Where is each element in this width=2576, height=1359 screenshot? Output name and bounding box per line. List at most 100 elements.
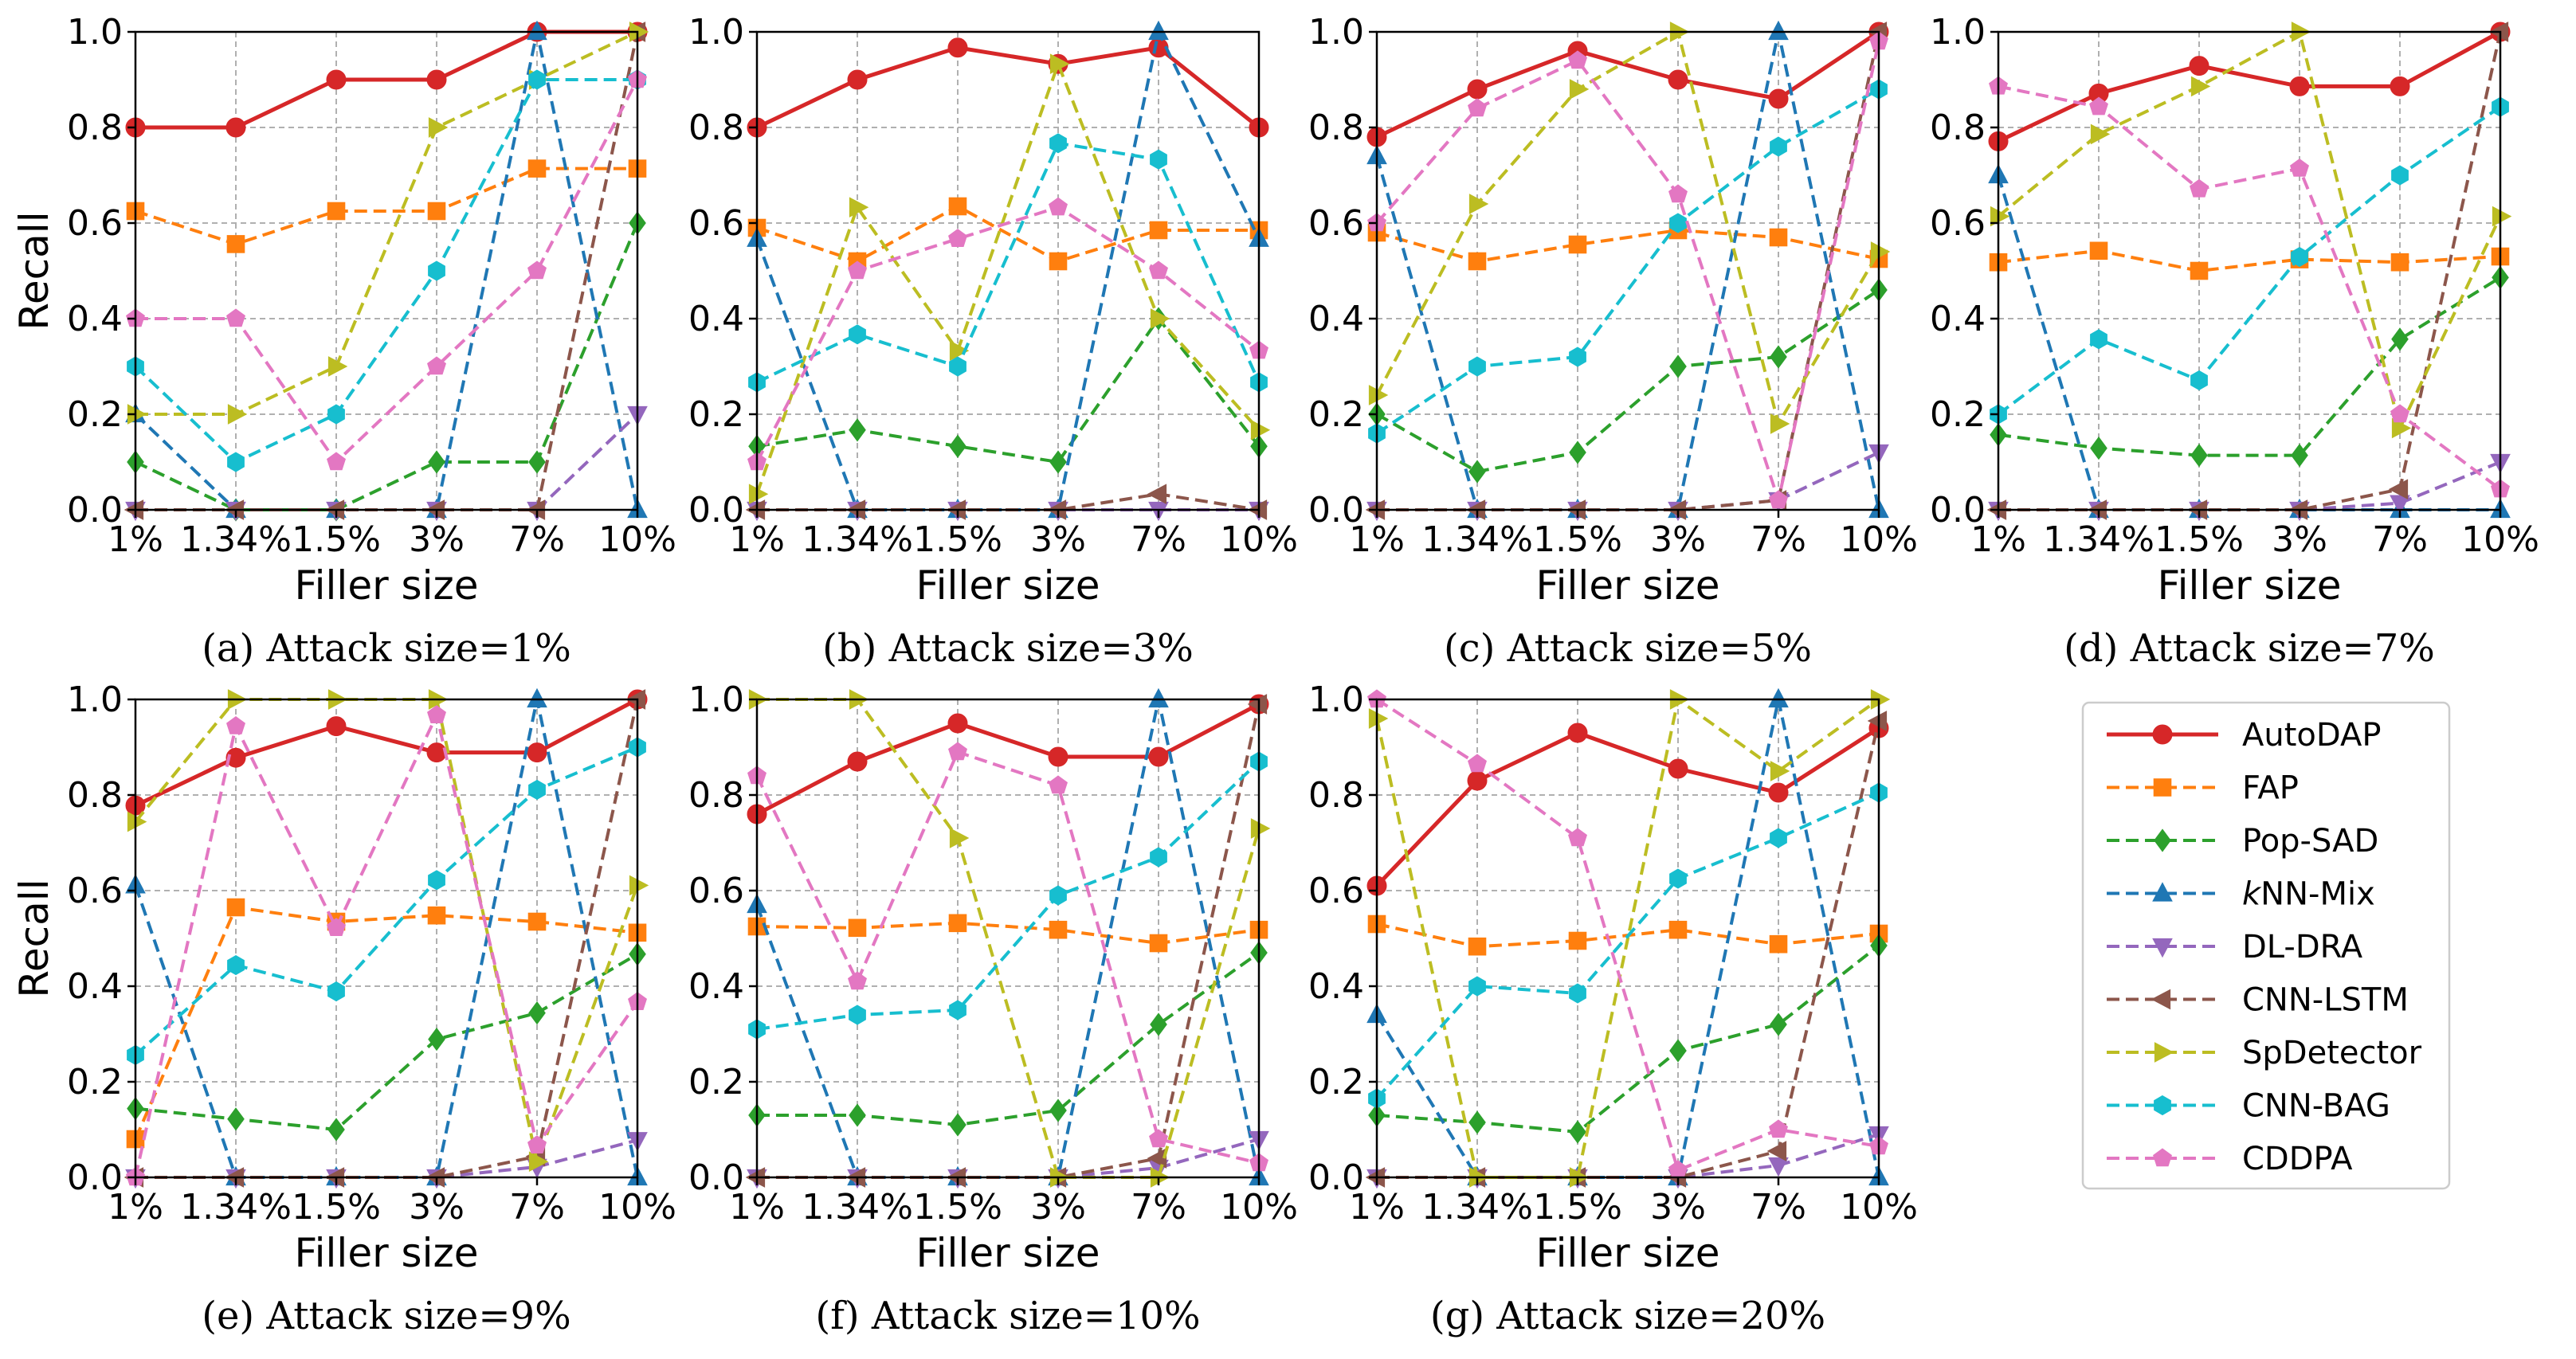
legend-label: Pop-SAD xyxy=(2242,823,2378,860)
series-spdetector xyxy=(1368,22,1891,434)
data-point xyxy=(1569,79,1590,100)
legend-item: kNN-Mix xyxy=(2107,876,2375,913)
legend-label: SpDetector xyxy=(2242,1035,2422,1071)
data-point xyxy=(528,779,546,800)
series-pop-sad xyxy=(748,307,1268,474)
y-axis-label: Recall xyxy=(11,211,57,330)
x-tick-label: 1.5% xyxy=(1533,1187,1622,1228)
y-tick-label: 1.0 xyxy=(1308,12,1364,53)
x-tick-label: 7% xyxy=(2372,519,2428,560)
y-tick-label: 0.8 xyxy=(67,108,123,148)
y-tick-label: 0.8 xyxy=(1308,775,1364,816)
data-point xyxy=(528,1001,546,1025)
data-point xyxy=(948,229,967,247)
x-tick-label: 7% xyxy=(1131,519,1186,560)
x-axis-label: Filler size xyxy=(295,562,479,609)
data-point xyxy=(1049,885,1067,906)
data-point xyxy=(428,117,449,138)
data-point xyxy=(127,811,147,832)
y-tick-label: 0.6 xyxy=(1308,203,1364,244)
series-line xyxy=(1997,105,2502,416)
series-cddpa xyxy=(747,742,1268,1172)
series-cnn-bag xyxy=(127,69,646,472)
series-line xyxy=(1997,29,2502,433)
data-point xyxy=(948,197,967,216)
y-tick-label: 0.0 xyxy=(1308,1157,1364,1198)
series-autodap xyxy=(747,694,1269,824)
data-point xyxy=(1867,711,1888,731)
data-point xyxy=(1049,450,1067,474)
data-point xyxy=(527,912,547,931)
y-axis-label: Recall xyxy=(11,879,57,997)
y-tick-label: 0.2 xyxy=(1930,394,1986,435)
series-spdetector xyxy=(127,22,649,425)
data-point xyxy=(1768,88,1789,109)
subplot-caption: (d) Attack size=7% xyxy=(2064,626,2435,671)
series-fap xyxy=(1367,221,1888,271)
legend-item: DL-DRA xyxy=(2107,929,2363,965)
y-tick-label: 0.4 xyxy=(688,299,744,339)
subplot-caption: (c) Attack size=5% xyxy=(1444,626,1812,671)
series-cnn-lstm xyxy=(745,694,1268,1188)
data-point xyxy=(1468,252,1487,271)
series-dl-dra xyxy=(747,1130,1269,1189)
data-point xyxy=(2390,253,2409,272)
data-point xyxy=(1147,1148,1167,1169)
data-point xyxy=(1147,484,1167,505)
y-tick-label: 0.0 xyxy=(688,490,744,531)
series-line xyxy=(755,59,1261,495)
data-point xyxy=(1770,1012,1787,1036)
data-point xyxy=(1770,761,1790,781)
data-point xyxy=(1668,920,1688,939)
x-tick-label: 3% xyxy=(2272,519,2327,560)
data-point xyxy=(527,20,547,41)
plot-frame xyxy=(1997,30,2502,511)
series-line xyxy=(135,953,639,1132)
x-tick-label: 1% xyxy=(729,1187,785,1228)
data-point xyxy=(326,716,347,737)
x-tick-label: 1.34% xyxy=(180,519,292,560)
data-point xyxy=(2390,76,2410,96)
series-line xyxy=(755,206,1261,463)
series-line xyxy=(756,141,1261,384)
series-line xyxy=(1998,249,2501,273)
series-line xyxy=(1998,276,2502,457)
y-tick-label: 0.8 xyxy=(688,108,744,148)
data-point xyxy=(327,452,346,471)
data-point xyxy=(1149,221,1168,240)
subplot-3: 0.0 0.2 0.4 0.6 0.8 1.0 1% 1.34% 1.5% 3% 7% 10% Fill… xyxy=(1308,12,1918,671)
data-point xyxy=(1769,490,1788,509)
data-point xyxy=(1468,754,1487,773)
series-line xyxy=(1377,451,1880,511)
x-axis-label: Filler size xyxy=(916,562,1100,609)
data-point xyxy=(2290,158,2309,177)
legend-marker xyxy=(2152,938,2173,958)
y-tick-label: 1.0 xyxy=(1308,680,1364,720)
data-point xyxy=(1468,460,1486,484)
series-knn-mix xyxy=(1366,20,1889,519)
series-line xyxy=(756,921,1260,946)
x-tick-label: 1% xyxy=(108,1187,163,1228)
series-line xyxy=(757,951,1261,1127)
subplot-7: 0.0 0.2 0.4 0.6 0.8 1.0 1% 1.34% 1.5% 3% 7% 10% Fill… xyxy=(1308,680,1918,1338)
legend-item: AutoDAP xyxy=(2107,717,2381,754)
legend-label: AutoDAP xyxy=(2242,717,2381,754)
y-tick-label: 0.6 xyxy=(1930,203,1986,244)
x-tick-label: 1.34% xyxy=(1421,1187,1533,1228)
series-line xyxy=(1375,31,1880,511)
data-point xyxy=(226,898,245,917)
data-point xyxy=(1568,50,1587,69)
data-point xyxy=(327,1118,345,1142)
series-line xyxy=(1997,29,2502,143)
data-point xyxy=(1770,136,1787,157)
data-point xyxy=(1049,53,1070,75)
data-point xyxy=(1568,931,1587,950)
legend-box xyxy=(2081,701,2451,1190)
x-tick-label: 7% xyxy=(509,1187,565,1228)
data-point xyxy=(227,1107,245,1131)
data-point xyxy=(2090,123,2111,145)
data-point xyxy=(426,742,447,763)
data-point xyxy=(1768,1157,1789,1177)
series-cddpa xyxy=(1989,76,2510,498)
data-point xyxy=(1770,345,1787,369)
